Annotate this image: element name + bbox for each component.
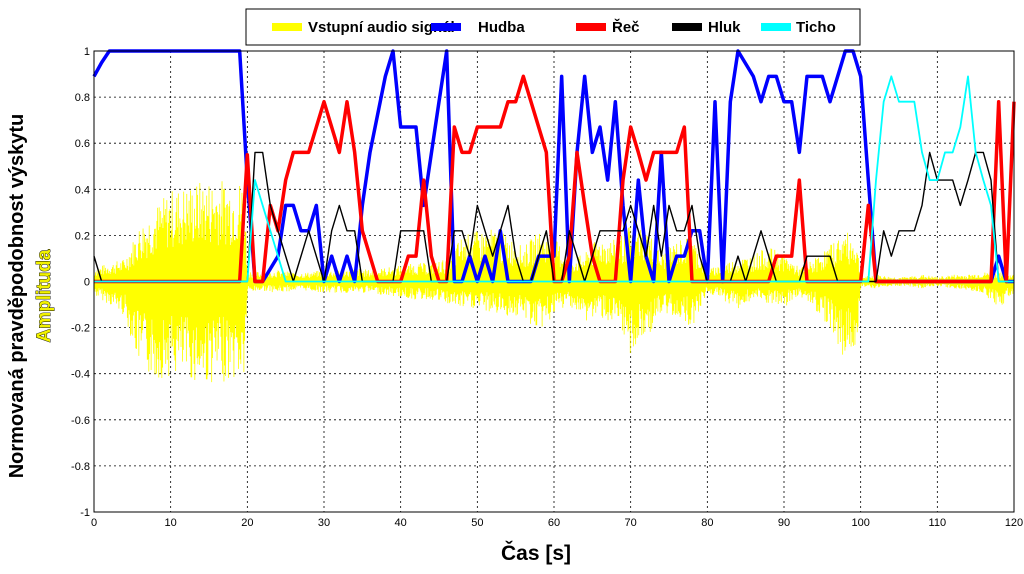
tick-labels: 0 10 20 30 40 50 60 70 80 90 100 110 120-1-0.8-0.6-0… — [71, 46, 1023, 529]
y-tick-label: -0.2 — [71, 323, 90, 335]
y-axis-label: Normovaná pravděpodobnost výskytu — [6, 114, 28, 479]
y-tick-label: 0 — [84, 277, 90, 289]
series-line-hudba — [92, 49, 1014, 284]
y-tick-label: 0.6 — [75, 138, 90, 150]
x-tick-label: 20 — [241, 517, 253, 529]
y-tick-label: 1 — [84, 46, 90, 58]
y-tick-label: 0.8 — [75, 92, 90, 104]
legend-box — [245, 8, 861, 46]
x-axis-label: Čas [s] — [501, 541, 571, 565]
series-line-ticho — [94, 75, 1014, 283]
x-tick-label: 30 — [318, 517, 330, 529]
legend-label: Vstupní audio signál — [308, 19, 455, 36]
x-tick-label: 80 — [701, 517, 713, 529]
legend-label: Hudba — [478, 19, 525, 36]
y-tick-label: -0.4 — [71, 369, 90, 381]
x-tick-label: 50 — [471, 517, 483, 529]
series-line-řeč — [94, 74, 1016, 284]
legend-label: Řeč — [612, 18, 640, 36]
x-tick-label: 100 — [851, 517, 869, 529]
y-tick-label: -0.6 — [71, 415, 90, 427]
y-tick-label: -0.8 — [71, 461, 90, 473]
plot-frame — [93, 50, 1015, 513]
x-tick-label: 120 — [1005, 517, 1023, 529]
y-tick-label: -1 — [80, 507, 90, 519]
legend-label: Hluk — [708, 19, 741, 36]
x-tick-label: 90 — [778, 517, 790, 529]
x-tick-label: 10 — [165, 517, 177, 529]
x-tick-label: 70 — [625, 517, 637, 529]
series-line-hluk — [93, 151, 1014, 283]
x-tick-label: 0 — [91, 517, 97, 529]
legend-label: Ticho — [796, 19, 836, 36]
x-tick-label: 60 — [548, 517, 560, 529]
x-tick-label: 110 — [929, 517, 947, 529]
y-axis-label-secondary: Amplituda — [34, 249, 55, 342]
y-tick-label: 0.2 — [75, 230, 90, 242]
legend: Vstupní audio signál Hudba Řeč Hluk Ticho — [245, 8, 861, 46]
y-tick-label: 0.4 — [75, 184, 90, 196]
x-tick-label: 40 — [395, 517, 407, 529]
series-layer — [92, 49, 1016, 284]
